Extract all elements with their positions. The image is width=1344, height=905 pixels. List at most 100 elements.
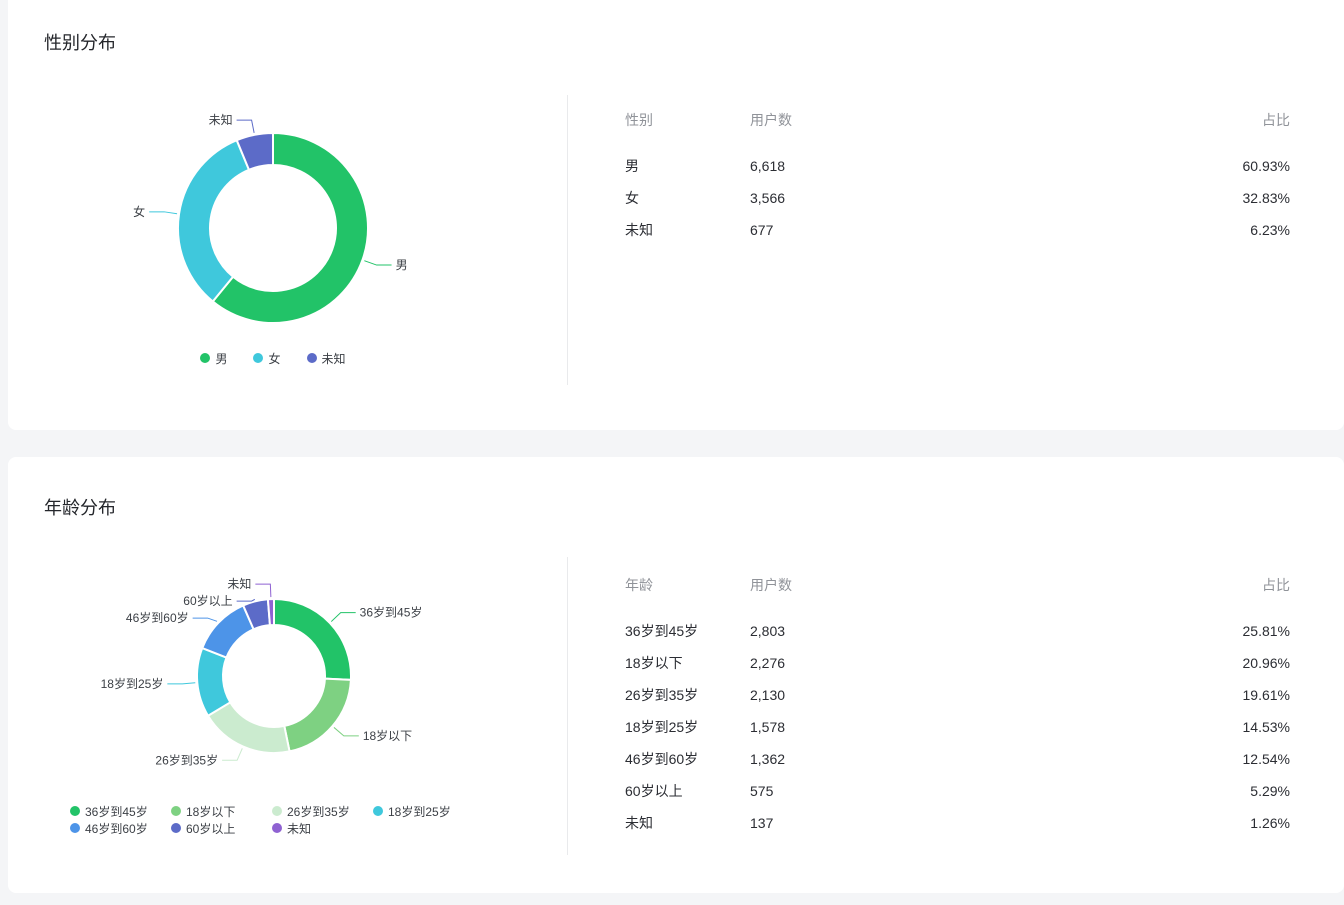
slice-label: 36岁到45岁 (360, 605, 423, 620)
gender-distribution-card: 性别分布 男女未知 男女未知 性别 用户数 占比男 6,618 60.93% 女 3,566… (8, 0, 1344, 430)
cell-count: 575 (750, 783, 774, 799)
age-chart-legend: 36岁到45岁 18岁以下 26岁到35岁 18岁到25岁 46岁到60岁 60岁以上 未知 (70, 803, 510, 836)
table-row: 60岁以上 575 5.29% (625, 775, 1290, 807)
section-title-age: 年龄分布 (44, 498, 116, 518)
label-leader-line (222, 748, 243, 761)
label-leader-line (149, 211, 178, 215)
slice-label: 未知 (227, 577, 251, 591)
table-header-col-label: 性别 (625, 112, 653, 128)
table-row: 36岁到45岁 2,803 25.81% (625, 615, 1290, 647)
cell-label: 未知 (625, 815, 653, 831)
label-leader-line (255, 583, 272, 598)
legend-dot-icon (171, 806, 181, 816)
legend-label: 18岁到25岁 (388, 804, 451, 819)
cell-percent: 20.96% (1242, 655, 1290, 671)
legend-item-男[interactable]: 男 (200, 350, 227, 366)
cell-percent: 1.26% (1250, 815, 1290, 831)
slice-label: 46岁到60岁 (126, 610, 189, 625)
cell-label: 26岁到35岁 (625, 687, 699, 703)
legend-label: 未知 (287, 821, 312, 836)
legend-dot-icon (253, 353, 264, 363)
cell-count: 1,578 (750, 719, 786, 735)
table-row: 26岁到35岁 2,130 19.61% (625, 679, 1290, 711)
slice-label: 60岁以上 (183, 593, 232, 608)
age-donut-chart: 36岁到45岁 18岁以下 26岁到35岁 18岁到25岁 46岁到60岁 60岁以上 未知 (101, 577, 423, 767)
cell-label: 18岁以下 (625, 655, 683, 671)
cell-percent: 19.61% (1242, 687, 1290, 703)
legend-dot-icon (272, 806, 282, 816)
cell-count: 2,803 (750, 623, 786, 639)
legend-item-46岁到60岁[interactable]: 46岁到60岁 (70, 820, 171, 836)
cell-label: 未知 (625, 222, 653, 238)
legend-dot-icon (171, 823, 181, 833)
pie-slice-26岁到35岁[interactable] (207, 701, 291, 754)
gender-chart-legend: 男 女 未知 (8, 350, 538, 366)
legend-dot-icon (373, 806, 383, 816)
pie-slice-18岁以下[interactable] (283, 677, 352, 753)
legend-label: 26岁到35岁 (287, 804, 350, 819)
label-leader-line (167, 682, 196, 685)
table-row: 未知 137 1.26% (625, 807, 1290, 839)
cell-label: 46岁到60岁 (625, 751, 699, 767)
cell-label: 女 (625, 190, 639, 206)
table-row: 18岁到25岁 1,578 14.53% (625, 711, 1290, 743)
cell-percent: 32.83% (1242, 190, 1290, 206)
table-row: 46岁到60岁 1,362 12.54% (625, 743, 1290, 775)
pie-slice-男[interactable] (211, 132, 369, 324)
legend-dot-icon (70, 823, 80, 833)
pie-slice-未知[interactable] (235, 132, 274, 171)
legend-label: 60岁以上 (186, 821, 236, 836)
legend-label: 女 (268, 351, 281, 366)
table-header-col-count: 用户数 (750, 112, 792, 128)
legend-item-36岁到45岁[interactable]: 36岁到45岁 (70, 803, 171, 819)
legend-item-未知[interactable]: 未知 (272, 820, 373, 836)
gender-donut-chart: 男 女 未知 (133, 113, 408, 324)
cell-label: 18岁到25岁 (625, 719, 699, 735)
pie-slice-女[interactable] (177, 139, 250, 303)
table-header-row: 性别 用户数 占比 (625, 104, 1290, 136)
legend-item-18岁以下[interactable]: 18岁以下 (171, 803, 272, 819)
label-leader-line (192, 617, 218, 622)
table-row: 女 3,566 32.83% (625, 182, 1290, 214)
legend-label: 男 (215, 351, 228, 366)
legend-item-女[interactable]: 女 (253, 350, 281, 366)
cell-count: 6,618 (750, 158, 786, 174)
cell-count: 2,276 (750, 655, 786, 671)
legend-item-60岁以上[interactable]: 60岁以上 (171, 820, 272, 836)
cell-label: 36岁到45岁 (625, 623, 699, 639)
gender-table: 性别 用户数 占比男 6,618 60.93% 女 3,566 32.83% 未知 677 6.23… (625, 104, 1290, 246)
legend-label: 46岁到60岁 (85, 821, 148, 836)
cell-percent: 60.93% (1242, 158, 1290, 174)
age-table: 年龄 用户数 占比 36岁到45岁 2,803 25.81% 18岁以下 2,276 20.96… (625, 569, 1290, 839)
slice-label: 18岁到25岁 (101, 676, 164, 691)
table-header-col-percent: 占比 (1262, 577, 1290, 593)
cell-label: 男 (625, 158, 639, 174)
legend-item-18岁到25岁[interactable]: 18岁到25岁 (373, 803, 474, 819)
table-row: 未知 677 6.23% (625, 214, 1290, 246)
label-leader-line (330, 612, 356, 622)
table-header-col-percent: 占比 (1262, 112, 1290, 128)
table-header-col-label: 年龄 (625, 577, 653, 593)
cell-percent: 25.81% (1242, 623, 1290, 639)
section-title-gender: 性别分布 (44, 33, 116, 53)
cell-count: 137 (750, 815, 774, 831)
cell-count: 1,362 (750, 751, 786, 767)
cell-count: 3,566 (750, 190, 786, 206)
table-row: 男 6,618 60.93% (625, 150, 1290, 182)
legend-item-26岁到35岁[interactable]: 26岁到35岁 (272, 803, 373, 819)
pie-slice-36岁到45岁[interactable] (273, 598, 352, 681)
pie-slice-未知[interactable] (266, 598, 275, 627)
slice-label: 女 (133, 204, 145, 219)
slice-label: 男 (396, 258, 408, 272)
legend-dot-icon (70, 806, 80, 816)
legend-dot-icon (272, 823, 282, 833)
pie-slice-18岁到25岁[interactable] (196, 647, 232, 717)
cell-percent: 14.53% (1242, 719, 1290, 735)
label-leader-line (236, 598, 256, 602)
legend-dot-icon (306, 353, 317, 363)
cell-count: 2,130 (750, 687, 786, 703)
table-header-row: 年龄 用户数 占比 (625, 569, 1290, 601)
label-leader-line (364, 260, 392, 266)
legend-item-未知[interactable]: 未知 (306, 350, 346, 366)
cell-percent: 5.29% (1250, 783, 1290, 799)
